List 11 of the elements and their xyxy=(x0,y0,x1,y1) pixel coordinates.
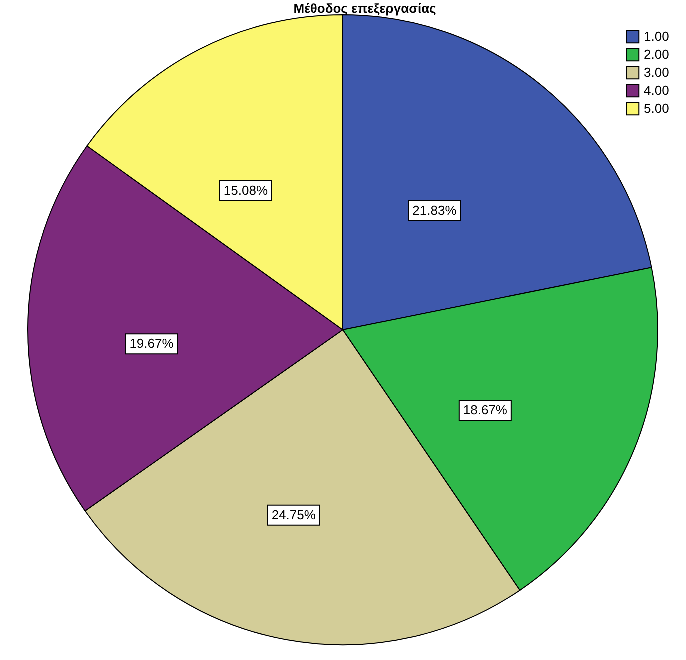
data-label: 19.67% xyxy=(130,336,174,352)
data-label: 18.67% xyxy=(463,402,508,418)
chart-title: Μέθοδος επεξεργασίας xyxy=(294,1,437,16)
data-label: 24.75% xyxy=(272,507,316,522)
legend-label: 5.00 xyxy=(644,101,670,116)
legend-label: 3.00 xyxy=(644,65,670,80)
legend-label: 2.00 xyxy=(644,47,670,62)
data-label: 21.83% xyxy=(412,202,458,218)
legend-label: 1.00 xyxy=(644,29,670,44)
data-label: 15.08% xyxy=(224,182,268,198)
legend-label: 4.00 xyxy=(644,83,670,98)
